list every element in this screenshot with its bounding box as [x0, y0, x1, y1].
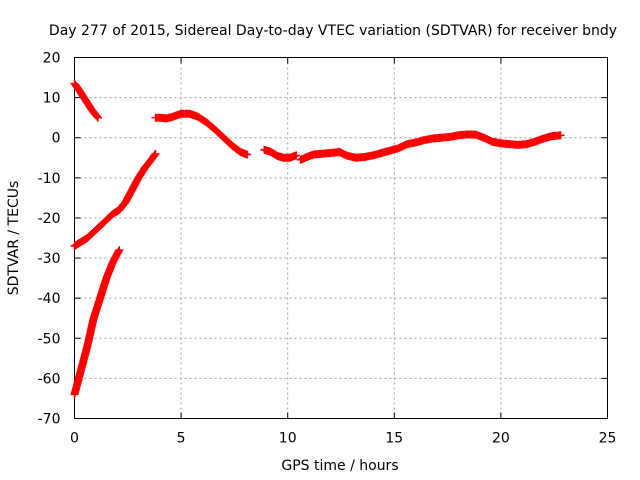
data-marker-trace: [151, 109, 252, 159]
series-segment-6: [296, 148, 343, 164]
data-marker-trace: [296, 148, 343, 164]
y-tick-label: -60: [38, 371, 61, 387]
chart-title: Day 277 of 2015, Sidereal Day-to-day VTE…: [49, 23, 617, 39]
y-tick-label: -30: [38, 251, 61, 267]
data-marker-trace: [70, 149, 160, 250]
y-tick-label: 10: [43, 91, 61, 107]
data-points: [70, 79, 565, 399]
data-marker-trace: [70, 79, 102, 122]
series-segment-4: [151, 109, 252, 159]
series-segment-5: [260, 145, 301, 162]
series-segment-3: [70, 246, 124, 399]
grid: [74, 57, 608, 419]
y-tick-label: -10: [38, 171, 61, 187]
x-tick-label: 0: [70, 431, 79, 447]
y-tick-label: -40: [38, 291, 61, 307]
y-axis-label: SDTVAR / TECUs: [6, 181, 22, 296]
tick-labels: 0 5 10 15 20 25 -70 -60 -50 -40 -30 -20 -10 0 10 20: [38, 51, 617, 447]
series-segment-7: [334, 130, 565, 162]
y-tick-label: 20: [43, 51, 61, 67]
series-segment-1: [70, 79, 102, 122]
data-marker-trace: [260, 145, 301, 162]
y-tick-label: -50: [38, 331, 61, 347]
y-tick-label: 0: [52, 131, 61, 147]
x-tick-label: 20: [492, 431, 510, 447]
data-marker-trace: [334, 130, 565, 162]
x-tick-label: 25: [599, 431, 617, 447]
x-tick-label: 10: [279, 431, 297, 447]
x-tick-label: 15: [385, 431, 403, 447]
y-tick-label: -20: [38, 211, 61, 227]
data-marker-trace: [70, 246, 124, 399]
series-segment-2: [70, 149, 160, 250]
plot-frame: [74, 57, 608, 419]
x-tick-label: 5: [177, 431, 186, 447]
x-axis-label: GPS time / hours: [281, 458, 398, 474]
y-tick-label: -70: [38, 412, 61, 428]
